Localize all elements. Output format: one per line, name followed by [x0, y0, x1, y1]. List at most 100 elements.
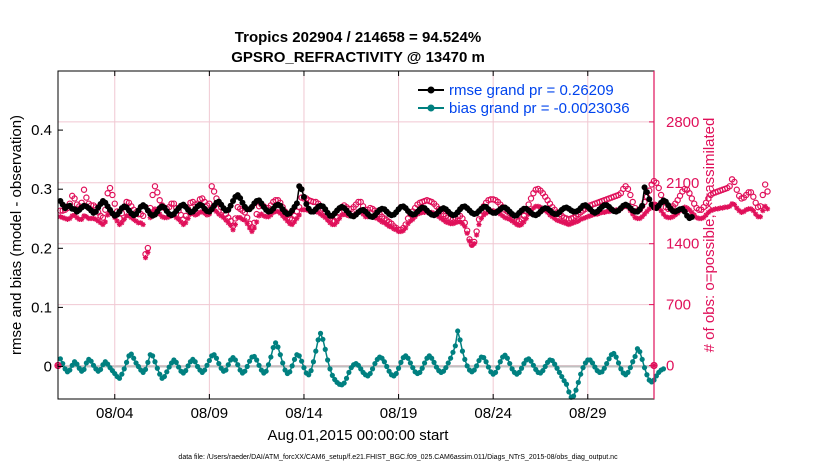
- obs-possible-point: [139, 212, 147, 220]
- obs-assimilated-point: [514, 221, 520, 228]
- obs-assimilated-point: [388, 224, 395, 230]
- bias-point: [507, 360, 513, 367]
- bias-point: [464, 363, 470, 369]
- obs-assimilated-point: [547, 212, 553, 218]
- bias-point: [142, 366, 149, 373]
- obs-possible-point: [624, 185, 632, 193]
- obs-assimilated-point: [478, 215, 484, 222]
- obs-assimilated-point: [459, 221, 466, 227]
- obs-possible-point: [733, 186, 740, 193]
- bias-point: [540, 368, 546, 374]
- obs-possible-point: [99, 214, 107, 221]
- obs-assimilated-point: [481, 212, 487, 218]
- bias-point: [601, 365, 607, 371]
- bias-point: [280, 360, 286, 366]
- bias-point: [485, 364, 492, 370]
- rmse-point: [646, 196, 653, 203]
- bias-point: [263, 368, 269, 374]
- obs-assimilated-point: [393, 227, 399, 233]
- obs-assimilated-point: [119, 220, 125, 226]
- obs-assimilated-point: [731, 201, 738, 208]
- bias-point: [289, 363, 295, 369]
- obs-assimilated-point: [630, 211, 636, 217]
- obs-assimilated-point: [228, 222, 234, 229]
- series-layer: [54, 176, 771, 400]
- data-file-footnote: data file: /Users/raeder/DAI/ATM_forcXX/…: [178, 454, 618, 461]
- bias-point: [369, 366, 376, 372]
- bias-point: [627, 365, 633, 371]
- obs-assimilated-point: [336, 215, 343, 222]
- obs-assimilated-point: [544, 209, 551, 215]
- obs-assimilated-point: [658, 208, 664, 214]
- rmse-point: [298, 186, 305, 193]
- bias-point: [329, 372, 335, 378]
- bias-point: [483, 359, 489, 365]
- bias-point: [320, 336, 326, 342]
- obs-assimilated-point: [738, 209, 745, 215]
- obs-possible-point: [745, 189, 752, 196]
- bias-point: [407, 360, 413, 366]
- obs-possible-point: [695, 206, 703, 213]
- bias-point: [452, 343, 458, 349]
- obs-assimilated-point: [289, 221, 295, 228]
- obs-assimilated-point: [317, 211, 324, 217]
- obs-assimilated-point: [457, 219, 463, 225]
- obs-assimilated-point: [251, 225, 257, 231]
- obs-assimilated-point: [102, 219, 108, 225]
- bias-point: [322, 346, 328, 352]
- obs-assimilated-point: [180, 221, 186, 228]
- bias-point: [395, 365, 402, 371]
- obs-assimilated-point: [511, 220, 518, 226]
- bias-point: [632, 353, 638, 360]
- bias-point: [497, 359, 503, 365]
- obs-assimilated-point: [173, 214, 179, 221]
- rmse-point: [237, 195, 244, 202]
- obs-possible-point: [731, 178, 738, 186]
- obs-assimilated-point: [244, 221, 250, 227]
- obs-assimilated-point: [606, 208, 612, 215]
- obs-assimilated-point: [561, 220, 567, 226]
- obs-assimilated-point: [748, 206, 754, 212]
- bias-point: [287, 369, 293, 375]
- bias-point: [343, 375, 350, 381]
- bias-point: [308, 368, 314, 374]
- obs-assimilated-point: [585, 214, 591, 220]
- obs-assimilated-point: [644, 208, 650, 215]
- obs-possible-point: [750, 193, 757, 200]
- obs-possible-point: [761, 181, 769, 188]
- bias-point: [202, 367, 208, 373]
- obs-assimilated-point: [445, 220, 451, 226]
- x-axis-label: Aug.01,2015 00:00:00 start: [268, 427, 450, 444]
- bias-point: [580, 365, 586, 371]
- bias-point: [554, 365, 560, 371]
- bias-point: [296, 353, 302, 359]
- rmse-point: [300, 193, 307, 200]
- obs-assimilated-point: [474, 232, 480, 238]
- obs-assimilated-point: [213, 208, 220, 215]
- bias-point: [213, 355, 220, 361]
- obs-possible-point: [156, 196, 163, 204]
- bias-point: [450, 349, 456, 355]
- obs-assimilated-point: [691, 212, 697, 218]
- obs-assimilated-point: [566, 221, 572, 228]
- obs-assimilated-point: [507, 216, 513, 222]
- bias-point: [381, 359, 387, 365]
- obs-assimilated-point: [192, 212, 198, 218]
- obs-assimilated-point: [287, 221, 293, 227]
- bias-point: [589, 360, 596, 366]
- obs-assimilated-point: [556, 218, 562, 224]
- obs-possible-point: [71, 195, 78, 202]
- obs-assimilated-point: [762, 203, 768, 209]
- rmse-point: [688, 213, 695, 220]
- bias-point: [235, 362, 241, 368]
- obs-assimilated-point: [280, 213, 286, 219]
- obs-assimilated-point: [223, 217, 229, 223]
- obs-assimilated-point: [741, 208, 747, 215]
- obs-assimilated-point: [360, 211, 366, 217]
- bias-point: [176, 364, 182, 370]
- bias-point: [150, 353, 156, 359]
- bias-point: [185, 363, 191, 369]
- bias-point: [613, 354, 619, 360]
- obs-possible-point: [80, 186, 88, 193]
- obs-assimilated-point: [218, 213, 224, 219]
